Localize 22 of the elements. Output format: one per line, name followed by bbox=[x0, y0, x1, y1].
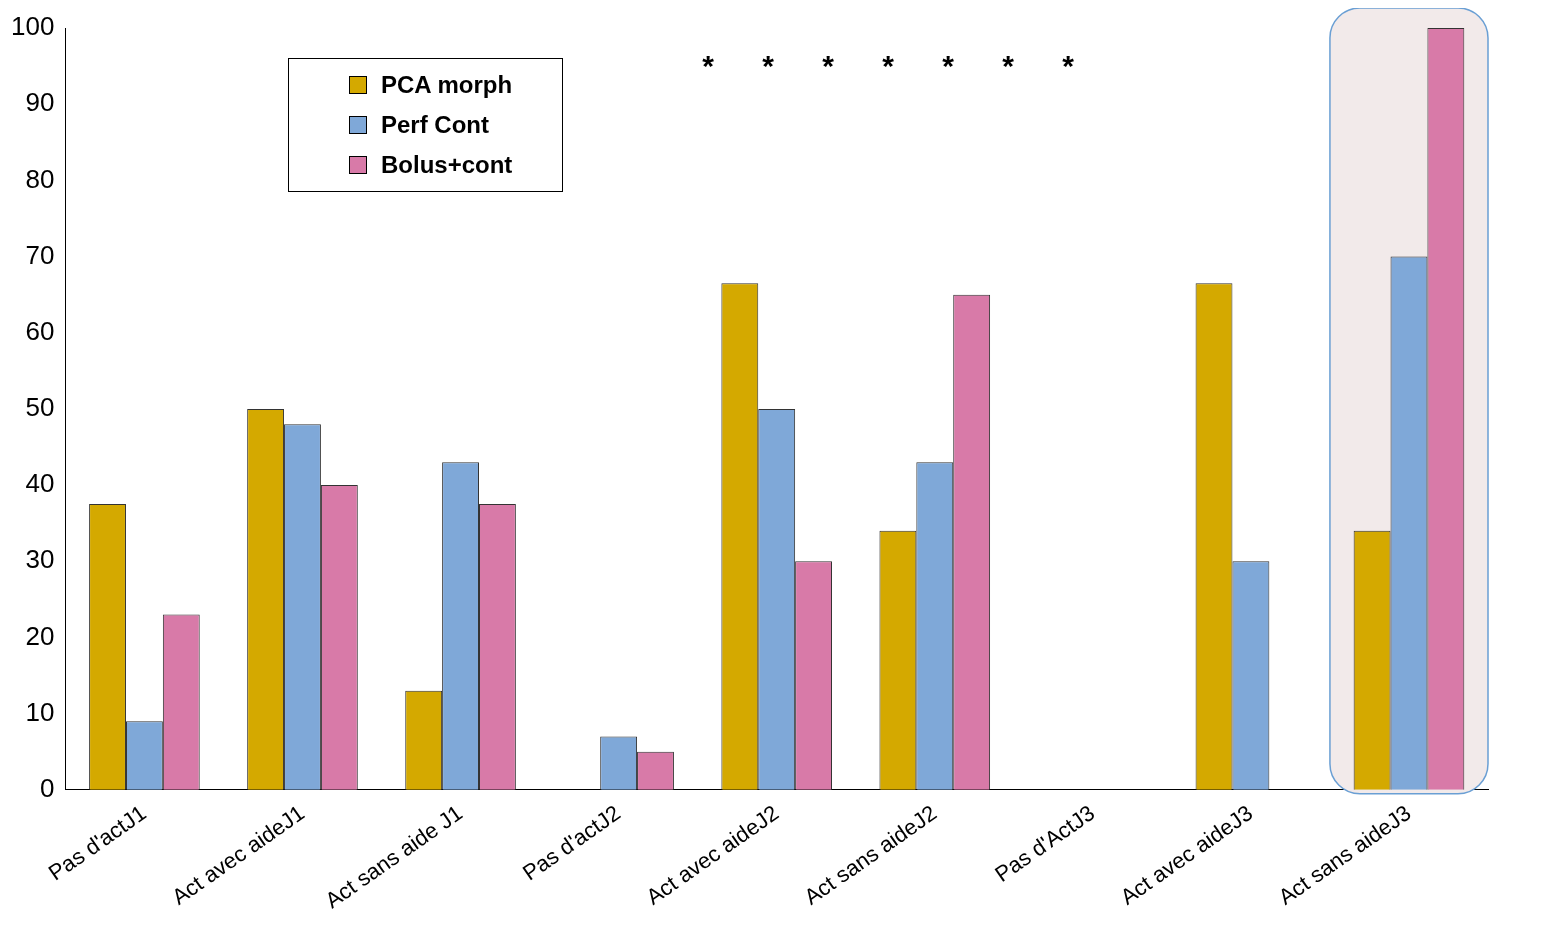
y-tick-label: 20 bbox=[25, 620, 55, 651]
y-tick-label: 40 bbox=[25, 468, 55, 499]
annotation: * bbox=[762, 49, 775, 83]
annotation: * bbox=[1002, 49, 1015, 83]
x-tick-label: Act sans aide J1 bbox=[320, 800, 467, 914]
annotation: * bbox=[942, 49, 955, 83]
y-tick-label: 90 bbox=[25, 87, 55, 118]
annotation: * bbox=[1062, 49, 1075, 83]
annotation: * bbox=[822, 49, 835, 83]
y-tick-label: 10 bbox=[25, 696, 55, 727]
y-tick-label: 50 bbox=[25, 392, 55, 423]
y-tick-label: 0 bbox=[39, 772, 55, 803]
annotation: * bbox=[702, 49, 715, 83]
legend-label: PCA morph bbox=[381, 70, 513, 100]
annotation: * bbox=[882, 49, 895, 83]
y-tick-label: 30 bbox=[25, 544, 55, 575]
y-tick-label: 60 bbox=[25, 315, 55, 346]
legend-label: Perf Cont bbox=[381, 110, 489, 140]
legend-label: Bolus+cont bbox=[381, 150, 513, 180]
y-tick-label: 80 bbox=[25, 163, 55, 194]
y-tick-label: 70 bbox=[25, 239, 55, 270]
y-tick-label: 100 bbox=[10, 11, 55, 42]
